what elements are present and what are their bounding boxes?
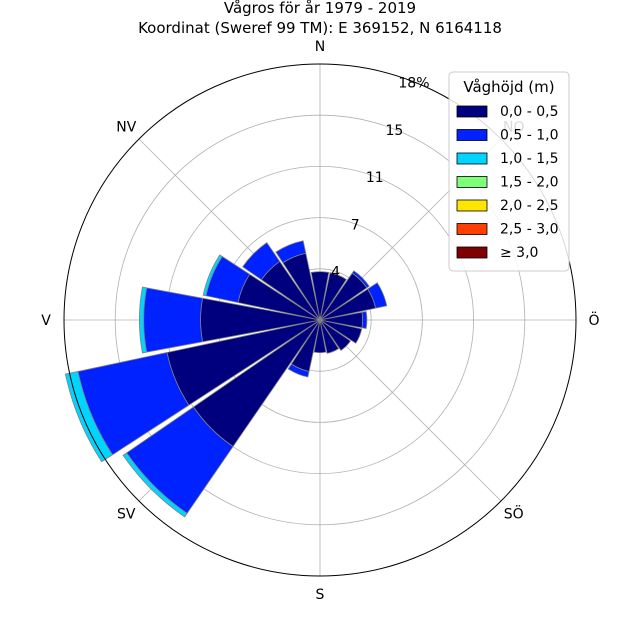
legend-title: Våghöjd (m)	[463, 78, 554, 96]
polar-frame	[63, 63, 577, 577]
bar-segment-292.5-bin2	[202, 254, 223, 297]
direction-label-90: Ö	[588, 311, 599, 329]
bars	[64, 240, 388, 518]
bar-segment-22.5-bin0	[319, 272, 347, 321]
legend-label-3: 1,5 - 2,0	[500, 175, 558, 191]
legend-swatch-6	[456, 246, 488, 259]
legend-swatch-4	[456, 199, 488, 212]
direction-label-270: V	[41, 313, 51, 329]
chart-title: Vågros för år 1979 - 2019	[224, 0, 416, 17]
radial-tick-labels: 4 7 11 15 18%	[331, 75, 429, 280]
radial-tick-label: 7	[351, 217, 360, 233]
direction-label-315: NV	[116, 119, 136, 135]
direction-label-135: SÖ	[504, 505, 524, 523]
legend-label-2: 1,0 - 1,5	[500, 151, 558, 167]
bar-segment-270-bin2	[138, 286, 148, 354]
radial-tick-label: 15	[385, 123, 403, 139]
legend-label-4: 2,0 - 2,5	[500, 198, 558, 214]
direction-label-0: N	[315, 39, 325, 55]
bar-segment-45-bin1	[351, 270, 370, 289]
legend: Våghöjd (m) 0,0 - 0,5 0,5 - 1,0 1,0 - 1,5 1…	[448, 71, 570, 272]
bar-segment-247.5-bin2	[64, 370, 114, 463]
bar-segment-225-bin2	[122, 452, 188, 518]
legend-label-0: 0,0 - 0,5	[500, 104, 558, 120]
legend-swatch-5	[456, 223, 488, 235]
legend-label-1: 0,5 - 1,0	[500, 128, 558, 144]
bar-segment-315-bin1	[242, 242, 281, 281]
bar-segment-202.5-bin1	[287, 363, 310, 378]
direction-label-225: SV	[117, 507, 136, 523]
outer-ring	[63, 63, 577, 577]
legend-label-5: 2,5 - 3,0	[500, 222, 558, 238]
legend-swatch-3	[456, 176, 488, 188]
bar-segment-67.5-bin1	[367, 282, 388, 309]
legend-entries: 0,0 - 0,5 0,5 - 1,0 1,0 - 1,5 1,5 - 2,0 2,0 …	[456, 104, 558, 261]
legend-swatch-2	[456, 152, 488, 165]
legend-box	[448, 71, 570, 272]
legend-swatch-1	[456, 129, 488, 141]
bar-segment-90-bin1	[361, 310, 368, 330]
direction-label-180: S	[316, 587, 325, 603]
bar-segment-337.5-bin1	[275, 240, 307, 264]
grid-spoke	[319, 319, 502, 502]
bar-segment-270-bin1	[143, 287, 204, 353]
chart-subtitle: Koordinat (Sweref 99 TM): E 369152, N 61…	[138, 19, 502, 37]
legend-label-6: ≥ 3,0	[500, 245, 538, 261]
radial-tick-label: 11	[366, 170, 384, 186]
radial-tick-label: 18%	[398, 75, 429, 91]
radial-tick-label: 4	[331, 265, 340, 281]
bar-segment-0-bin0	[310, 271, 330, 321]
legend-swatch-0	[456, 105, 488, 118]
